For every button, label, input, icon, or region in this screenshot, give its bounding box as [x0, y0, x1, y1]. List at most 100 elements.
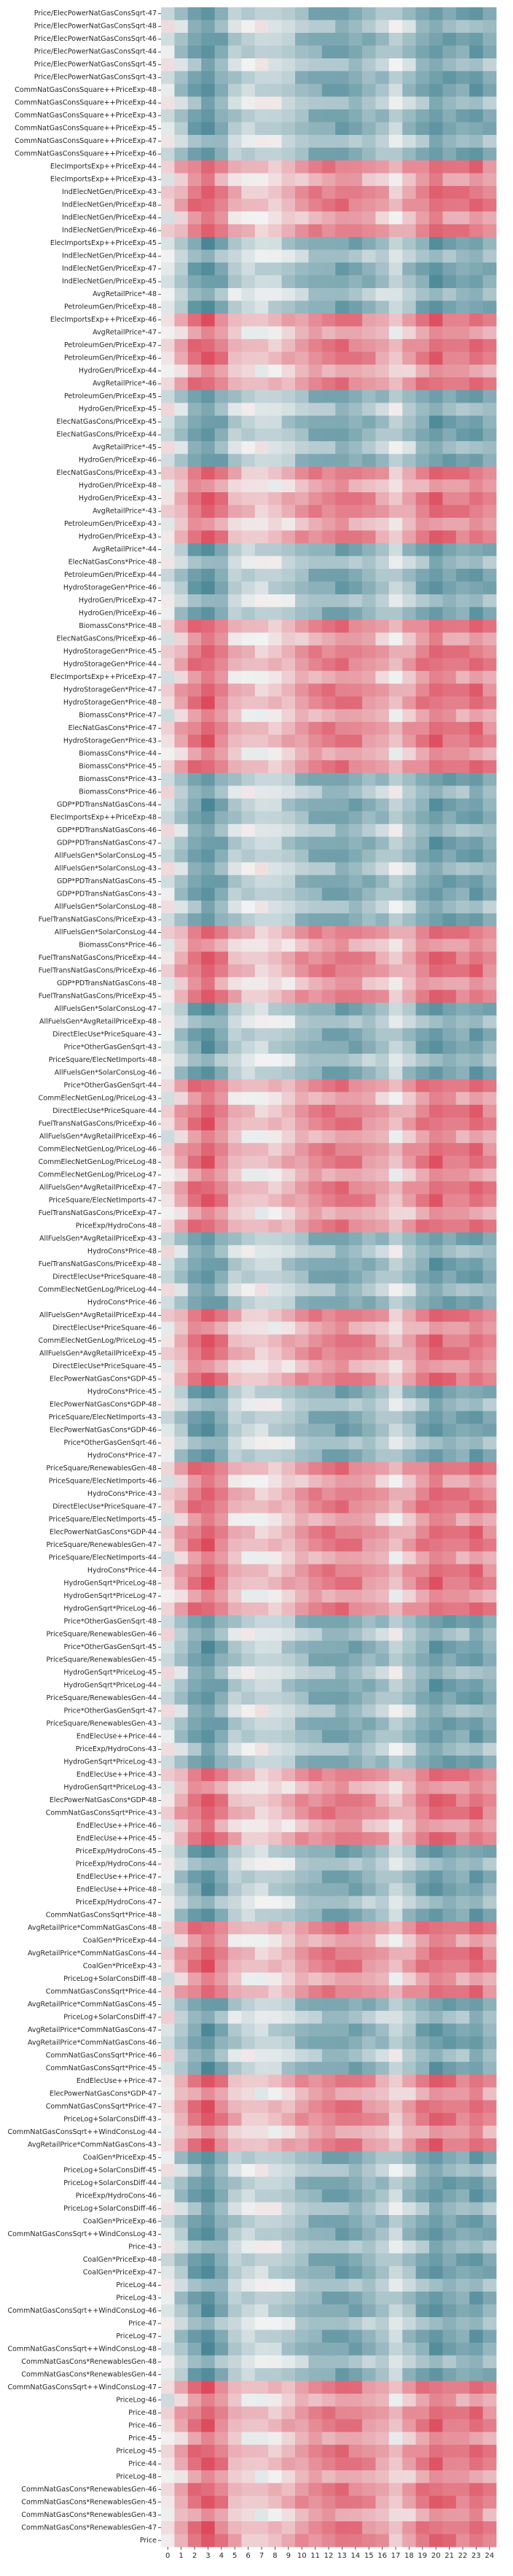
heatmap-cell — [201, 1168, 215, 1182]
heatmap-cell — [335, 556, 349, 570]
heatmap-cell — [201, 1436, 215, 1450]
heatmap-cell — [482, 1538, 497, 1552]
heatmap-cell — [348, 1781, 363, 1795]
heatmap-cell — [281, 1972, 296, 1986]
heatmap-cell — [214, 607, 229, 621]
heatmap-cell — [268, 1411, 282, 1424]
heatmap-cell — [415, 2278, 430, 2292]
heatmap-cell — [388, 990, 403, 1004]
heatmap-cell — [281, 2304, 296, 2318]
heatmap-cell — [174, 2227, 189, 2241]
heatmap-cell — [268, 721, 282, 735]
heatmap-cell — [201, 236, 215, 250]
heatmap-cell — [281, 1028, 296, 1041]
heatmap-cell — [388, 466, 403, 480]
heatmap-cell — [228, 1168, 242, 1182]
heatmap-cell — [429, 2227, 443, 2241]
heatmap-cell — [429, 811, 443, 825]
heatmap-cell — [482, 1628, 497, 1642]
heatmap-cell — [214, 2087, 229, 2100]
heatmap-cell — [415, 2241, 430, 2254]
heatmap-cell — [228, 2496, 242, 2509]
heatmap-cell — [469, 2470, 483, 2483]
heatmap-cell — [161, 658, 175, 672]
heatmap-cell — [241, 2151, 256, 2165]
heatmap-cell — [295, 479, 309, 493]
heatmap-cell — [469, 683, 483, 697]
heatmap-cell — [187, 2457, 202, 2471]
heatmap-cell — [415, 1921, 430, 1935]
heatmap-cell — [321, 619, 336, 633]
heatmap-cell — [174, 1066, 189, 1080]
heatmap-cell — [362, 1896, 376, 1909]
heatmap-cell — [187, 20, 202, 34]
heatmap-cell — [402, 2087, 416, 2100]
heatmap-cell — [321, 913, 336, 927]
heatmap-cell — [187, 1730, 202, 1744]
heatmap-cell — [429, 58, 443, 71]
heatmap-cell — [482, 275, 497, 289]
heatmap-cell — [241, 2011, 256, 2025]
heatmap-cell — [161, 262, 175, 276]
heatmap-cell — [308, 1704, 323, 1718]
heatmap-cell — [402, 454, 416, 468]
heatmap-cell — [429, 2138, 443, 2152]
heatmap-cell — [402, 849, 416, 863]
heatmap-cell — [268, 874, 282, 888]
heatmap-cell — [161, 1819, 175, 1833]
heatmap-cell — [442, 1245, 457, 1259]
heatmap-cell — [268, 198, 282, 212]
heatmap-cell — [187, 658, 202, 672]
heatmap-cell — [295, 1896, 309, 1909]
heatmap-cell — [254, 1104, 269, 1118]
heatmap-cell — [375, 71, 390, 85]
heatmap-cell — [429, 1398, 443, 1412]
heatmap-cell — [335, 670, 349, 684]
heatmap-cell — [402, 20, 416, 34]
heatmap-cell — [321, 2138, 336, 2152]
heatmap-cell — [281, 1015, 296, 1029]
heatmap-cell — [375, 2202, 390, 2216]
heatmap-cell — [308, 721, 323, 735]
heatmap-cell — [161, 2483, 175, 2497]
heatmap-cell — [415, 287, 430, 301]
heatmap-cell — [281, 709, 296, 723]
heatmap-cell — [455, 1896, 470, 1909]
heatmap-cell — [442, 262, 457, 276]
heatmap-cell — [402, 2329, 416, 2343]
heatmap-cell — [161, 1577, 175, 1591]
heatmap-cell — [214, 2355, 229, 2369]
heatmap-cell — [362, 364, 376, 378]
heatmap-cell — [402, 441, 416, 454]
heatmap-cell — [321, 7, 336, 20]
heatmap-cell — [201, 1526, 215, 1540]
heatmap-cell — [308, 1577, 323, 1591]
heatmap-cell — [482, 1079, 497, 1093]
heatmap-cell — [455, 1883, 470, 1897]
heatmap-cell — [415, 2508, 430, 2522]
heatmap-cell — [375, 1679, 390, 1693]
heatmap-cell — [455, 990, 470, 1004]
heatmap-cell — [281, 160, 296, 174]
heatmap-cell — [308, 20, 323, 34]
heatmap-cell — [429, 287, 443, 301]
heatmap-cell — [281, 1513, 296, 1526]
heatmap-cell — [429, 530, 443, 544]
heatmap-cell — [295, 645, 309, 659]
heatmap-cell — [254, 1679, 269, 1693]
heatmap-cell — [174, 2202, 189, 2216]
heatmap-cell — [295, 1487, 309, 1501]
heatmap-cell — [388, 441, 403, 454]
heatmap-cell — [348, 517, 363, 531]
heatmap-cell — [362, 1449, 376, 1463]
heatmap-cell — [348, 2189, 363, 2203]
heatmap-cell — [281, 2113, 296, 2126]
heatmap-cell — [228, 1883, 242, 1897]
heatmap-cell — [174, 377, 189, 391]
heatmap-cell — [228, 2215, 242, 2228]
heatmap-cell — [402, 926, 416, 939]
heatmap-cell — [429, 1768, 443, 1782]
heatmap-cell — [321, 1832, 336, 1846]
heatmap-cell — [442, 2036, 457, 2049]
heatmap-cell — [241, 1628, 256, 1642]
